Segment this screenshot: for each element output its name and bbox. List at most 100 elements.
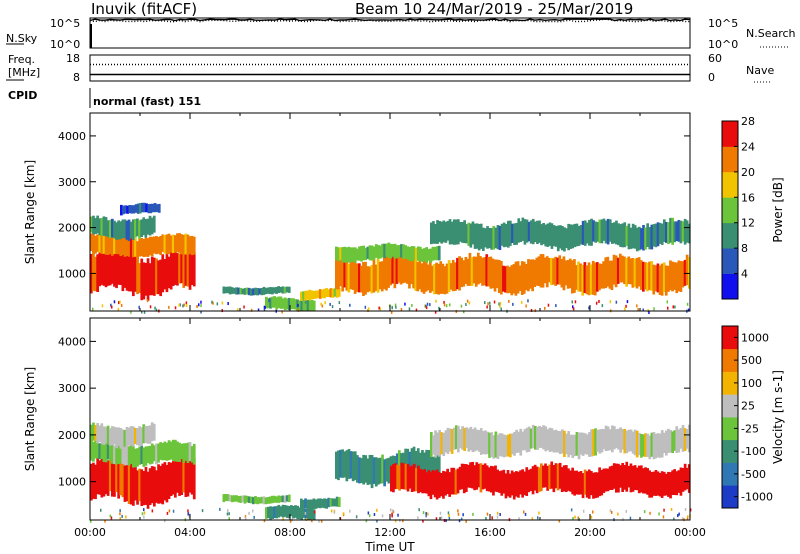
velocity-echo-cell	[190, 458, 194, 495]
velocity-colorbar-label-0: 1000	[741, 331, 769, 344]
power-echo-cell	[646, 223, 649, 247]
power-colorbar-label-5: 24	[741, 140, 755, 153]
velocity-ylabel: Slant Range [km]	[23, 367, 37, 471]
velocity-echo-cell	[629, 429, 633, 452]
power-echo-cell	[677, 260, 681, 292]
velocity-echo-cell	[569, 434, 573, 455]
power-scatter-cell	[626, 300, 629, 304]
power-echo-cell	[518, 265, 522, 292]
power-scatter-cell	[445, 304, 448, 308]
power-echo-cell	[500, 261, 503, 295]
power-echo-cell	[665, 222, 668, 243]
power-echo-cell	[308, 300, 312, 311]
power-echo-cell	[416, 246, 420, 261]
velocity-echo-cell	[310, 499, 314, 510]
velocity-echo-cell	[304, 498, 307, 508]
xaxis-tick-label-1: 04:00	[174, 526, 206, 539]
velocity-echo-cell	[161, 463, 165, 505]
velocity-echo-cell	[562, 465, 566, 492]
velocity-echo-cell	[351, 451, 355, 482]
velocity-echo-cell	[612, 463, 616, 489]
velocity-scatter-cell	[686, 517, 689, 521]
velocity-echo-cell	[567, 431, 570, 458]
velocity-echo-cell	[487, 467, 491, 492]
velocity-echo-cell	[467, 464, 470, 488]
power-echo-cell	[393, 255, 397, 289]
velocity-echo-cell	[538, 425, 541, 448]
velocity-scatter-cell	[538, 511, 540, 515]
power-scatter-cell	[499, 304, 501, 308]
velocity-scatter-cell	[518, 517, 520, 521]
nsky-label: N.Sky	[6, 32, 38, 45]
velocity-echo-cell	[604, 468, 608, 492]
power-echo-cell	[507, 220, 510, 248]
power-echo-cell	[145, 203, 149, 213]
power-echo-cell	[134, 238, 137, 257]
power-echo-cell	[571, 224, 575, 249]
velocity-echo-cell	[488, 432, 491, 458]
velocity-scatter-cell	[143, 508, 145, 512]
power-scatter-cell	[636, 304, 638, 308]
velocity-echo-cell	[598, 467, 601, 497]
velocity-echo-cell	[275, 496, 278, 503]
velocity-echo-cell	[465, 427, 469, 448]
power-echo-cell	[679, 220, 683, 244]
velocity-scatter-cell	[313, 510, 316, 514]
power-scatter-cell	[296, 307, 298, 311]
velocity-echo-cell	[283, 495, 287, 503]
power-scatter-cell	[460, 304, 463, 308]
power-echo-cell	[165, 252, 169, 293]
velocity-scatter-cell	[226, 512, 229, 516]
power-echo-cell	[527, 259, 530, 292]
velocity-scatter-cell	[318, 519, 320, 523]
power-scatter-cell	[687, 308, 690, 312]
velocity-echo-region-3	[222, 494, 291, 505]
velocity-echo-cell	[364, 455, 368, 483]
power-scatter-cell	[624, 307, 626, 311]
velocity-echo-cell	[533, 464, 537, 491]
velocity-echo-cell	[677, 429, 681, 453]
power-echo-cell	[519, 221, 523, 242]
velocity-echo-cell	[431, 470, 435, 495]
power-scatter-cell	[101, 304, 104, 308]
velocity-scatter-cell	[376, 519, 378, 523]
power-echo-cell	[556, 257, 560, 285]
velocity-echo-cell	[169, 462, 173, 496]
power-echo-cell	[102, 249, 106, 286]
power-echo-cell	[333, 288, 337, 297]
velocity-scatter-cell	[422, 519, 424, 523]
power-echo-cell	[155, 204, 159, 213]
velocity-echo-cell	[150, 466, 154, 504]
power-echo-cell	[644, 262, 647, 290]
power-colorbar-label-6: 28	[741, 115, 755, 128]
power-echo-cell	[567, 223, 570, 251]
power-echo-cell	[100, 247, 104, 285]
power-echo-cell	[509, 220, 512, 246]
power-echo-cell	[269, 297, 272, 309]
power-echo-cell	[398, 245, 401, 258]
power-echo-cell	[262, 286, 266, 295]
velocity-echo-cell	[508, 473, 512, 498]
power-echo-cell	[395, 255, 399, 284]
power-echo-cell	[568, 258, 572, 289]
power-scatter-cell	[555, 304, 557, 308]
velocity-echo-cell	[633, 429, 637, 456]
power-echo-cell	[429, 260, 432, 293]
velocity-scatter-cell	[611, 510, 613, 514]
velocity-echo-cell	[333, 498, 337, 507]
velocity-echo-cell	[419, 468, 422, 493]
velocity-echo-cell	[188, 442, 192, 461]
velocity-echo-cell	[153, 466, 156, 507]
velocity-echo-cell	[552, 465, 556, 493]
power-echo-cell	[180, 234, 183, 255]
power-echo-cell	[343, 259, 347, 288]
power-scatter-cell	[674, 305, 676, 309]
velocity-echo-cell	[617, 463, 620, 493]
power-echo-cell	[192, 236, 196, 255]
power-echo-cell	[378, 261, 382, 290]
velocity-scatter-cell	[523, 510, 525, 514]
velocity-echo-cell	[269, 506, 272, 520]
power-echo-cell	[579, 263, 582, 292]
power-scatter-cell	[609, 300, 612, 304]
velocity-echo-cell	[529, 428, 533, 449]
